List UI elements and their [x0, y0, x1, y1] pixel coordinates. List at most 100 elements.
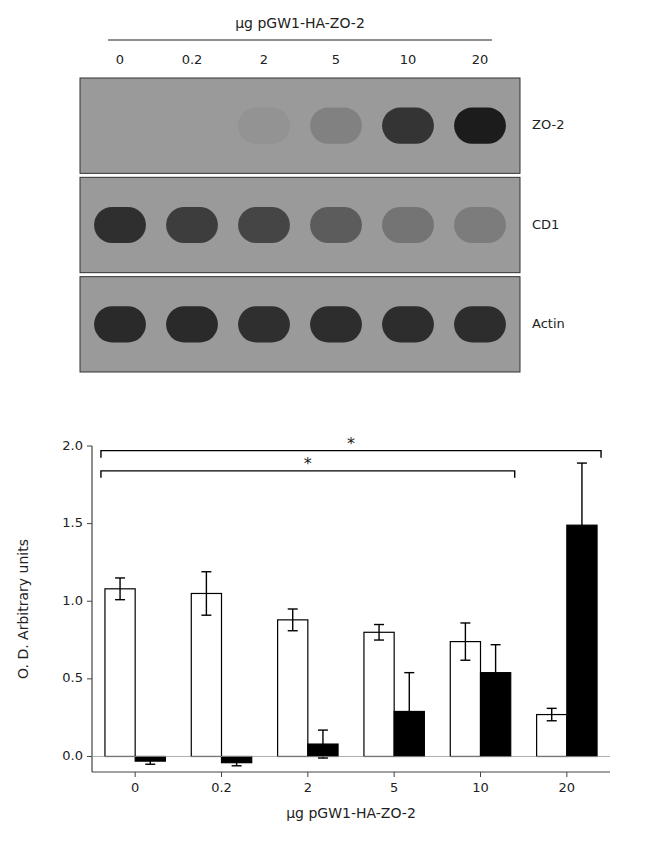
y-tick	[87, 756, 92, 757]
error-bar	[318, 730, 328, 758]
y-tick	[87, 678, 92, 679]
x-tick-label: 0.2	[211, 780, 232, 795]
row-label: ZO-2	[532, 117, 564, 132]
x-tick	[135, 772, 136, 777]
band	[166, 207, 218, 243]
blot-title-rule	[108, 39, 492, 40]
band	[238, 108, 290, 144]
band	[94, 306, 146, 342]
band	[94, 108, 146, 144]
bar	[278, 620, 308, 757]
error-stem	[495, 645, 496, 701]
lane-label: 2	[260, 52, 268, 67]
error-cap	[491, 644, 501, 645]
error-cap	[491, 700, 501, 701]
error-stem	[378, 625, 379, 641]
x-tick-label: 5	[390, 780, 398, 795]
error-stem	[150, 758, 151, 764]
error-stem	[581, 463, 582, 587]
band	[238, 207, 290, 243]
error-stem	[551, 708, 552, 720]
lane-label: 0.2	[182, 52, 203, 67]
lane-label: 10	[400, 52, 417, 67]
bar	[105, 589, 135, 757]
lane-label: 0	[116, 52, 124, 67]
error-bar	[201, 572, 211, 615]
error-bar	[460, 623, 470, 660]
error-cap	[288, 630, 298, 631]
band	[310, 306, 362, 342]
band	[166, 108, 218, 144]
error-cap	[374, 624, 384, 625]
error-stem	[465, 623, 466, 660]
bars	[105, 463, 597, 766]
x-tick	[394, 772, 395, 777]
bar	[537, 715, 567, 757]
blot-row	[80, 78, 520, 173]
error-stem	[322, 730, 323, 758]
x-tick	[221, 772, 222, 777]
error-cap	[232, 759, 242, 760]
x-tick-label: 20	[559, 780, 576, 795]
band	[310, 207, 362, 243]
error-cap	[374, 639, 384, 640]
error-cap	[318, 729, 328, 730]
error-cap	[547, 720, 557, 721]
x-tick-label: 2	[304, 780, 312, 795]
y-tick-label: 0.5	[62, 670, 83, 685]
lane-label: 20	[472, 52, 489, 67]
figure: μg pGW1-HA-ZO-200.2251020ZO-2CD1Actin0.0…	[0, 0, 650, 852]
error-cap	[404, 672, 414, 673]
error-bar	[288, 609, 298, 631]
error-bar	[404, 673, 414, 751]
blot-row	[80, 177, 520, 272]
y-tick-label: 1.5	[62, 515, 83, 530]
blot-row	[80, 277, 520, 372]
row-label: Actin	[532, 316, 565, 331]
error-cap	[318, 757, 328, 758]
x-tick	[566, 772, 567, 777]
x-axis	[92, 771, 610, 772]
bar-panel: 0.00.51.01.52.000.2251020μg pGW1-HA-ZO-2…	[15, 434, 610, 821]
band	[454, 108, 506, 144]
error-cap	[115, 577, 125, 578]
bar	[364, 632, 394, 756]
x-tick	[480, 772, 481, 777]
y-tick	[87, 523, 92, 524]
band	[238, 306, 290, 342]
x-tick-label: 0	[131, 780, 139, 795]
band	[454, 207, 506, 243]
zero-line	[92, 756, 610, 757]
error-stem	[236, 760, 237, 766]
blot-title: μg pGW1-HA-ZO-2	[235, 15, 365, 31]
error-bar	[374, 625, 384, 641]
y-tick	[87, 446, 92, 447]
significance-mark: *	[304, 454, 312, 473]
bar	[191, 593, 221, 756]
error-cap	[460, 622, 470, 623]
error-cap	[460, 660, 470, 661]
error-bar	[115, 578, 125, 600]
error-bar	[145, 758, 155, 764]
error-bar	[232, 760, 242, 766]
x-tick	[307, 772, 308, 777]
band	[382, 108, 434, 144]
error-cap	[547, 708, 557, 709]
error-bar	[577, 463, 587, 587]
error-cap	[115, 599, 125, 600]
error-cap	[232, 765, 242, 766]
y-tick-label: 0.0	[62, 748, 83, 763]
band	[310, 108, 362, 144]
y-axis	[91, 446, 92, 772]
error-bar	[547, 708, 557, 720]
error-cap	[145, 764, 155, 765]
blot-panel: μg pGW1-HA-ZO-2 0 0.2 2 5 10 20 ZO-2 CD1 Actin	[80, 15, 565, 372]
row-label: CD1	[532, 217, 559, 232]
lane-label: 5	[332, 52, 340, 67]
error-cap	[201, 615, 211, 616]
band	[454, 306, 506, 342]
y-axis-label: O. D. Arbitrary units	[15, 539, 31, 679]
error-stem	[292, 609, 293, 631]
error-cap	[288, 608, 298, 609]
band	[382, 306, 434, 342]
